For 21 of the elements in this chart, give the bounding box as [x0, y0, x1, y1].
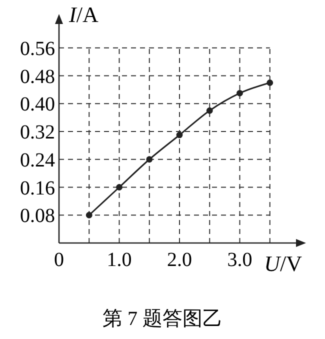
point [266, 80, 274, 86]
point [146, 156, 153, 163]
point [236, 90, 243, 96]
y-tick-label: 0.16 [20, 177, 55, 200]
x-tick-label: 0 [54, 249, 64, 271]
text: 第 7 题答图乙 [102, 308, 222, 330]
y-tick-label: 0.56 [20, 38, 55, 60]
point [116, 184, 122, 190]
y-axis-title: I/A [68, 2, 98, 27]
point [206, 107, 213, 114]
x-tick-label: 1.0 [106, 249, 132, 271]
y-tick-label: 0.08 [20, 205, 55, 228]
x-tick-label: 3.0 [227, 249, 252, 271]
x-axis-title: U/V [264, 251, 302, 276]
x-tick-label: 2.0 [167, 249, 192, 271]
y-tick-label: 0.40 [20, 94, 55, 116]
y-tick-label: 0.48 [20, 66, 55, 88]
point [176, 132, 183, 138]
y-tick-label: 0.24 [20, 149, 55, 172]
y-tick-label: 0.32 [20, 122, 55, 144]
point [86, 212, 92, 218]
